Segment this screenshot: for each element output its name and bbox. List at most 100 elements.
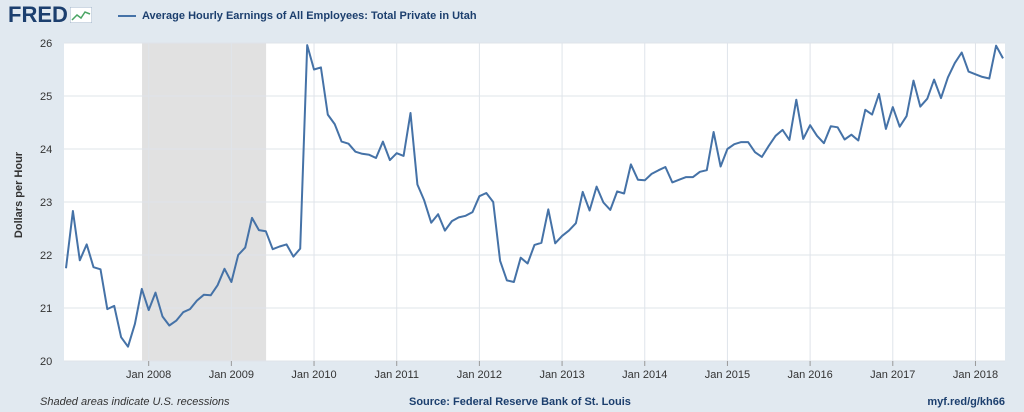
data-point[interactable] <box>1000 55 1006 61</box>
data-point[interactable] <box>704 167 710 173</box>
data-point[interactable] <box>476 193 482 199</box>
data-point[interactable] <box>166 322 172 328</box>
data-point[interactable] <box>545 206 551 212</box>
data-point[interactable] <box>387 157 393 163</box>
data-point[interactable] <box>759 154 765 160</box>
data-point[interactable] <box>842 136 848 142</box>
data-point[interactable] <box>442 228 448 234</box>
data-point[interactable] <box>263 228 269 234</box>
data-point[interactable] <box>573 220 579 226</box>
data-point[interactable] <box>339 139 345 145</box>
data-point[interactable] <box>187 306 193 312</box>
data-point[interactable] <box>676 177 682 183</box>
data-point[interactable] <box>904 113 910 119</box>
data-point[interactable] <box>607 207 613 213</box>
data-point[interactable] <box>201 292 207 298</box>
data-point[interactable] <box>235 252 241 258</box>
data-point[interactable] <box>146 307 152 313</box>
data-point[interactable] <box>77 257 83 263</box>
data-point[interactable] <box>104 306 110 312</box>
data-point[interactable] <box>780 127 786 133</box>
data-point[interactable] <box>242 245 248 251</box>
data-point[interactable] <box>180 309 186 315</box>
data-point[interactable] <box>931 77 937 83</box>
data-point[interactable] <box>332 121 338 127</box>
data-point[interactable] <box>490 199 496 205</box>
data-point[interactable] <box>97 266 103 272</box>
data-point[interactable] <box>876 91 882 97</box>
data-point[interactable] <box>773 133 779 139</box>
data-point[interactable] <box>421 197 427 203</box>
data-point[interactable] <box>890 104 896 110</box>
data-point[interactable] <box>159 313 165 319</box>
data-point[interactable] <box>690 174 696 180</box>
data-point[interactable] <box>118 334 124 340</box>
data-point[interactable] <box>552 240 558 246</box>
data-point[interactable] <box>883 126 889 132</box>
data-point[interactable] <box>711 129 717 135</box>
data-point[interactable] <box>132 321 138 327</box>
data-point[interactable] <box>518 255 524 261</box>
data-point[interactable] <box>532 242 538 248</box>
data-point[interactable] <box>497 258 503 264</box>
data-point[interactable] <box>511 279 517 285</box>
data-point[interactable] <box>456 214 462 220</box>
data-point[interactable] <box>993 43 999 49</box>
data-point[interactable] <box>621 191 627 197</box>
data-point[interactable] <box>766 143 772 149</box>
data-point[interactable] <box>855 138 861 144</box>
fred-logo[interactable]: FRED <box>8 4 92 26</box>
data-point[interactable] <box>628 161 634 167</box>
data-point[interactable] <box>800 136 806 142</box>
data-point[interactable] <box>897 124 903 130</box>
data-point[interactable] <box>683 174 689 180</box>
data-point[interactable] <box>924 96 930 102</box>
data-point[interactable] <box>449 218 455 224</box>
data-point[interactable] <box>952 60 958 66</box>
data-point[interactable] <box>215 282 221 288</box>
data-point[interactable] <box>84 241 90 247</box>
data-point[interactable] <box>277 244 283 250</box>
data-point[interactable] <box>814 133 820 139</box>
data-point[interactable] <box>959 50 965 56</box>
data-point[interactable] <box>538 240 544 246</box>
data-point[interactable] <box>366 152 372 158</box>
data-point[interactable] <box>635 177 641 183</box>
data-point[interactable] <box>380 139 386 145</box>
data-point[interactable] <box>642 177 648 183</box>
data-point[interactable] <box>504 277 510 283</box>
data-point[interactable] <box>669 179 675 185</box>
data-point[interactable] <box>979 74 985 80</box>
data-point[interactable] <box>194 298 200 304</box>
data-point[interactable] <box>408 110 414 116</box>
data-point[interactable] <box>807 122 813 128</box>
data-point[interactable] <box>525 260 531 266</box>
data-point[interactable] <box>938 95 944 101</box>
data-point[interactable] <box>745 139 751 145</box>
data-point[interactable] <box>786 137 792 143</box>
data-point[interactable] <box>346 141 352 147</box>
data-point[interactable] <box>945 74 951 80</box>
data-point[interactable] <box>972 71 978 77</box>
data-point[interactable] <box>752 149 758 155</box>
data-point[interactable] <box>428 220 434 226</box>
data-point[interactable] <box>559 233 565 239</box>
data-point[interactable] <box>793 97 799 103</box>
data-point[interactable] <box>463 213 469 219</box>
data-point[interactable] <box>587 207 593 213</box>
data-point[interactable] <box>435 211 441 217</box>
data-point[interactable] <box>662 164 668 170</box>
data-point[interactable] <box>153 290 159 296</box>
data-point[interactable] <box>594 184 600 190</box>
series-line[interactable] <box>65 44 1004 348</box>
data-point[interactable] <box>290 254 296 260</box>
data-point[interactable] <box>835 124 841 130</box>
data-point[interactable] <box>256 227 262 233</box>
data-point[interactable] <box>614 188 620 194</box>
data-point[interactable] <box>470 209 476 215</box>
data-point[interactable] <box>111 303 117 309</box>
data-point[interactable] <box>986 76 992 82</box>
data-point[interactable] <box>414 182 420 188</box>
data-point[interactable] <box>869 112 875 118</box>
short-link[interactable]: myf.red/g/kh66 <box>927 396 1005 408</box>
